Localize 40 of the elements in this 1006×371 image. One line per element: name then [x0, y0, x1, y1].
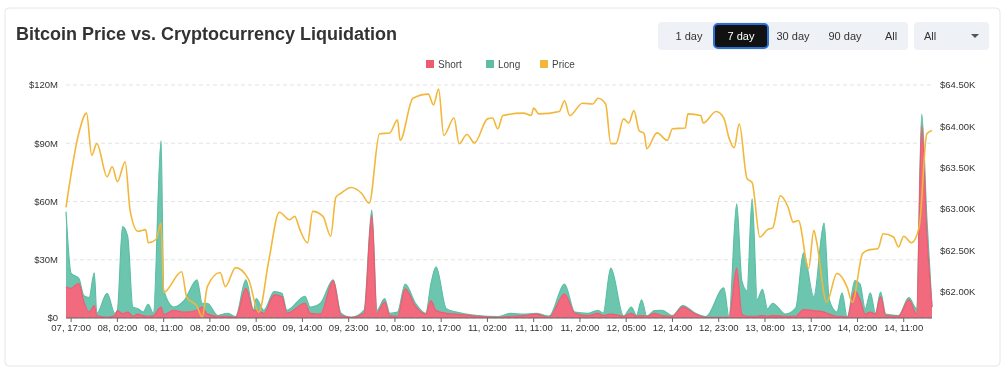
text: 1 day	[675, 29, 703, 42]
text: All	[924, 29, 937, 42]
y2-tick-label: $64.00K	[940, 120, 977, 132]
x-tick-label: 14, 02:00	[837, 322, 878, 334]
x-tick-label: 09, 23:00	[328, 322, 369, 334]
legend-label: Price	[552, 58, 576, 70]
y-tick-label: $0	[47, 312, 58, 324]
x-tick-label: 13, 08:00	[745, 322, 785, 334]
y-tick-label: $90M	[34, 137, 59, 149]
y2-tick-label: $62.50K	[940, 244, 977, 256]
x-tick-label: 09, 05:00	[236, 322, 276, 334]
x-tick-label: 11, 11:00	[514, 322, 553, 334]
y-tick-label: $60M	[34, 195, 59, 207]
x-tick-label: 11, 20:00	[560, 322, 600, 334]
y2-tick-label: $64.50K	[940, 79, 977, 91]
x-tick-label: 11, 02:00	[467, 322, 507, 334]
y2-tick-label: $63.50K	[940, 161, 977, 173]
x-tick-label: 10, 17:00	[421, 322, 461, 334]
text: 30 day	[776, 29, 811, 42]
chart-title: Bitcoin Price vs. Cryptocurrency Liquidation	[16, 24, 398, 44]
text: All	[884, 29, 898, 42]
y-tick-label: $120M	[28, 79, 59, 91]
y2-tick-label: $63.00K	[940, 203, 977, 215]
x-tick-label: 09, 14:00	[282, 322, 323, 334]
x-tick-label: 14, 11:00	[884, 322, 924, 334]
x-tick-label: 13, 17:00	[791, 322, 832, 334]
text: 7 day	[727, 29, 755, 42]
x-tick-label: 08, 20:00	[190, 322, 230, 334]
y-tick-label: $30M	[34, 254, 59, 266]
text: 90 day	[828, 29, 863, 42]
x-tick-label: 12, 05:00	[606, 322, 647, 334]
y2-tick-label: $62.00K	[940, 285, 977, 297]
x-tick-label: 07, 17:00	[51, 322, 91, 334]
x-tick-label: 08, 11:00	[144, 322, 184, 334]
x-tick-label: 12, 14:00	[652, 322, 693, 334]
legend-label: Long	[498, 58, 521, 70]
x-tick-label: 12, 23:00	[698, 322, 739, 334]
x-tick-label: 08, 02:00	[97, 322, 138, 334]
x-tick-label: 10, 08:00	[375, 322, 415, 334]
legend-label: Short	[438, 58, 463, 70]
